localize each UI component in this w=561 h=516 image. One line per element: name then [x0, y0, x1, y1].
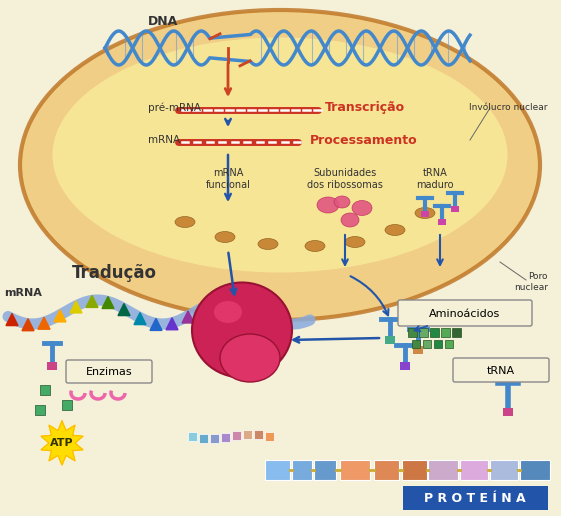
Bar	[292, 460, 312, 480]
Ellipse shape	[214, 301, 242, 323]
FancyBboxPatch shape	[66, 360, 152, 383]
Text: Enzimas: Enzimas	[86, 367, 132, 377]
Text: pré-mRNA: pré-mRNA	[148, 103, 201, 113]
Ellipse shape	[258, 238, 278, 250]
Polygon shape	[246, 302, 258, 314]
Bar	[403, 486, 548, 510]
Bar	[419, 328, 428, 337]
Ellipse shape	[175, 217, 195, 228]
Bar	[265, 432, 274, 441]
Polygon shape	[262, 312, 274, 324]
Bar	[254, 430, 263, 440]
Bar	[374, 460, 399, 480]
Bar	[438, 219, 446, 225]
Polygon shape	[41, 421, 83, 465]
Text: Processamento: Processamento	[310, 134, 417, 147]
Polygon shape	[150, 318, 162, 330]
Bar	[340, 460, 370, 480]
Bar	[452, 328, 461, 337]
Bar	[434, 340, 442, 348]
Bar	[221, 433, 230, 442]
Polygon shape	[38, 317, 50, 329]
Bar	[199, 433, 208, 443]
Text: Invólucro nuclear: Invólucro nuclear	[470, 104, 548, 112]
Ellipse shape	[215, 232, 235, 243]
Polygon shape	[86, 296, 98, 308]
Bar	[451, 206, 459, 212]
Bar	[35, 405, 45, 415]
Ellipse shape	[317, 197, 339, 213]
FancyBboxPatch shape	[453, 358, 549, 382]
Bar	[402, 460, 427, 480]
Polygon shape	[166, 318, 178, 330]
Text: Aminoácidos: Aminoácidos	[429, 309, 500, 319]
Bar	[423, 340, 431, 348]
Ellipse shape	[334, 196, 350, 208]
Polygon shape	[102, 297, 114, 309]
FancyBboxPatch shape	[398, 300, 532, 326]
Text: mRNA: mRNA	[148, 135, 180, 145]
Ellipse shape	[220, 334, 280, 382]
Text: tRNA: tRNA	[487, 366, 515, 376]
Bar	[490, 460, 518, 480]
Ellipse shape	[415, 207, 435, 218]
Text: Transcrição: Transcrição	[325, 102, 405, 115]
Ellipse shape	[341, 213, 359, 227]
Text: P R O T E Í N A: P R O T E Í N A	[424, 492, 526, 505]
Text: tRNA
maduro: tRNA maduro	[416, 168, 454, 189]
Ellipse shape	[53, 38, 508, 272]
Polygon shape	[230, 296, 242, 308]
Polygon shape	[278, 318, 290, 330]
Ellipse shape	[352, 201, 372, 216]
Polygon shape	[214, 296, 226, 308]
Ellipse shape	[20, 10, 540, 320]
Ellipse shape	[385, 224, 405, 235]
Polygon shape	[198, 302, 210, 314]
Text: Poro
nuclear: Poro nuclear	[514, 272, 548, 292]
Bar	[385, 336, 395, 344]
Text: DNA: DNA	[148, 15, 178, 28]
Bar	[232, 431, 241, 440]
Polygon shape	[134, 313, 146, 325]
Text: Subunidades
dos ribossomas: Subunidades dos ribossomas	[307, 168, 383, 189]
Bar	[62, 400, 72, 410]
Bar	[412, 340, 420, 348]
Bar	[428, 460, 458, 480]
Ellipse shape	[305, 240, 325, 251]
Polygon shape	[22, 319, 34, 331]
Bar	[520, 460, 550, 480]
Bar	[243, 430, 252, 439]
Polygon shape	[54, 310, 66, 322]
Bar	[188, 432, 197, 441]
Polygon shape	[118, 303, 130, 316]
Bar	[503, 408, 513, 416]
Bar	[47, 362, 57, 370]
Bar	[265, 460, 290, 480]
Bar	[460, 460, 488, 480]
Bar	[430, 328, 439, 337]
Bar	[400, 362, 410, 370]
Text: Tradução: Tradução	[72, 264, 157, 282]
Polygon shape	[70, 301, 82, 313]
Bar	[314, 460, 336, 480]
Polygon shape	[6, 314, 18, 326]
Ellipse shape	[345, 236, 365, 248]
Text: mRNA: mRNA	[4, 288, 42, 298]
Text: ATP: ATP	[50, 438, 74, 448]
Ellipse shape	[192, 282, 292, 378]
Bar	[421, 211, 429, 217]
Bar	[441, 328, 450, 337]
Bar	[40, 385, 50, 395]
Bar	[408, 328, 417, 337]
Polygon shape	[182, 311, 194, 323]
Text: mRNA
funcional: mRNA funcional	[205, 168, 250, 189]
Bar	[413, 346, 423, 354]
Bar	[445, 340, 453, 348]
Bar	[210, 434, 219, 443]
